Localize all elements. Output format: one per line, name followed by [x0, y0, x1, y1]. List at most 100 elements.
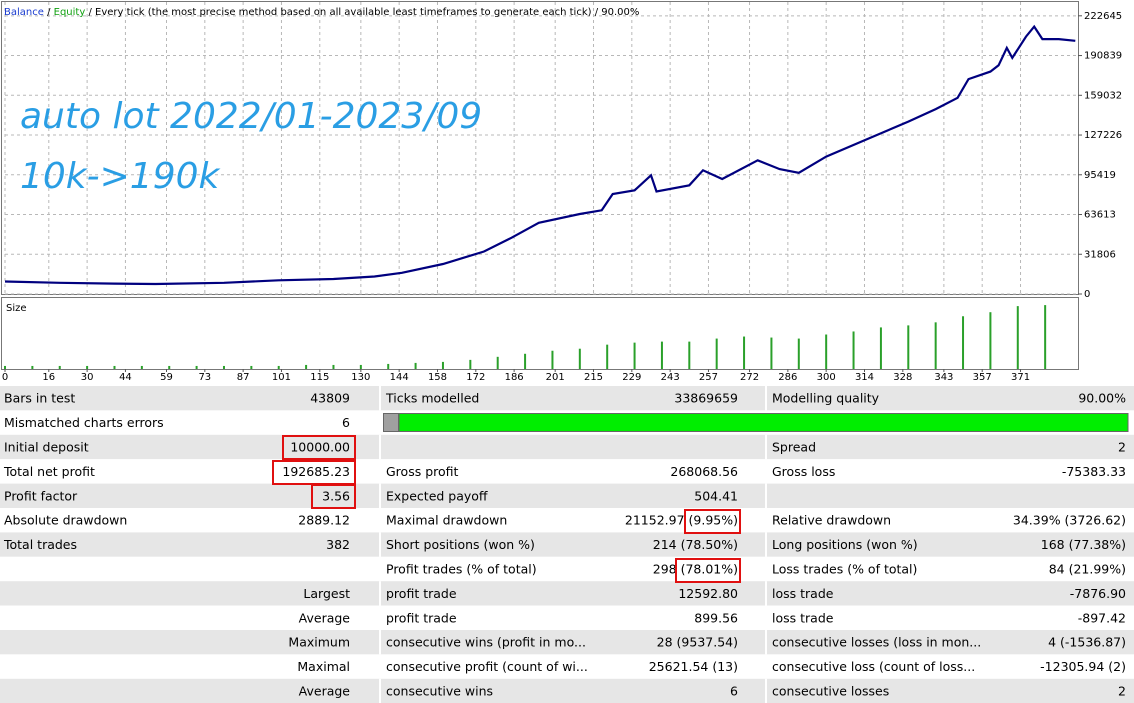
size-bar	[168, 365, 171, 369]
x-tick-label: 272	[740, 372, 759, 383]
highlight-box	[675, 558, 741, 583]
table-cell: 899.56	[694, 610, 738, 625]
table-cell: 3.56	[322, 488, 350, 503]
y-tick-label: 159032	[1084, 90, 1122, 101]
table-row	[0, 459, 1134, 484]
y-tick-label: 95419	[1084, 170, 1116, 181]
table-cell: consecutive wins	[386, 684, 493, 699]
separator: /	[47, 7, 54, 18]
x-tick-label: 130	[351, 372, 370, 383]
size-bar	[414, 362, 417, 369]
x-tick-label: 87	[237, 372, 250, 383]
table-cell: 298 (78.01%)	[653, 562, 738, 577]
x-tick-label: 158	[428, 372, 447, 383]
x-tick-label: 243	[661, 372, 680, 383]
x-tick-label: 328	[893, 372, 912, 383]
table-cell: Maximal	[297, 659, 350, 674]
x-tick-label: 101	[272, 372, 291, 383]
size-bar	[1016, 306, 1019, 369]
table-cell: 10000.00	[290, 440, 350, 455]
table-cell: loss trade	[772, 610, 834, 625]
size-bar	[989, 312, 992, 369]
size-bar	[222, 365, 225, 369]
table-row	[0, 556, 1134, 582]
table-cell: Gross profit	[386, 464, 459, 479]
x-tick-label: 229	[622, 372, 641, 383]
table-cell: 28 (9537.54)	[657, 635, 738, 650]
size-label: Size	[6, 303, 27, 314]
x-tick-label: 0	[2, 372, 8, 383]
table-cell: 84 (21.99%)	[1049, 562, 1126, 577]
table-cell: -75383.33	[1062, 464, 1126, 479]
size-bar	[496, 356, 499, 369]
x-tick-label: 314	[855, 372, 874, 383]
table-cell: 33869659	[674, 391, 738, 406]
size-bar	[660, 341, 663, 369]
annotation: 10k->190k	[20, 156, 222, 197]
size-bar	[441, 361, 444, 369]
legend-balance: Balance	[4, 7, 44, 18]
x-tick-label: 16	[42, 372, 55, 383]
size-bar	[4, 365, 6, 369]
size-bar	[31, 365, 34, 369]
x-tick-label: 286	[778, 372, 797, 383]
size-bar	[907, 325, 910, 369]
plot-layer: 0 31806 63613 95419 127226 159032 190839 222645…	[2, 2, 1122, 383]
x-tick-label: 215	[584, 372, 603, 383]
x-tick-label: 371	[1011, 372, 1030, 383]
separator: /	[595, 7, 602, 18]
size-bar	[58, 365, 61, 369]
y-tick-label: 0	[1084, 289, 1090, 300]
size-bar	[277, 365, 280, 369]
size-bar	[770, 337, 773, 369]
size-bar	[852, 331, 855, 369]
balance-line	[4, 24, 1076, 286]
highlight-boxes	[272, 435, 741, 583]
table-cell: -897.42	[1078, 610, 1126, 625]
table-cell: 6	[342, 415, 350, 430]
table-cell: consecutive losses	[772, 684, 889, 699]
separator: /	[88, 7, 95, 18]
size-bar	[359, 364, 362, 369]
x-tick-label: 186	[505, 372, 524, 383]
table-cell: 504.41	[694, 488, 738, 503]
table-cell: Profit factor	[4, 488, 78, 503]
table-cell: Long positions (won %)	[772, 537, 918, 552]
size-bar	[797, 338, 800, 369]
table-cell: Total net profit	[3, 464, 95, 479]
x-tick-label: 44	[119, 372, 132, 383]
table-cell: profit trade	[386, 586, 457, 601]
table-cell: 6	[730, 684, 738, 699]
table-row	[0, 483, 1134, 508]
annotation: auto lot 2022/01-2023/09	[20, 96, 482, 137]
size-bar	[715, 338, 718, 369]
table-cell: Maximal drawdown	[386, 513, 507, 528]
x-tick-label: 201	[546, 372, 565, 383]
table-cell: 168 (77.38%)	[1041, 537, 1126, 552]
size-bar	[688, 341, 691, 369]
table-cell: consecutive wins (profit in mo...	[386, 635, 586, 650]
table-cell: Loss trades (% of total)	[772, 562, 917, 577]
x-tick-label: 343	[934, 372, 953, 383]
table-cell: 268068.56	[670, 464, 738, 479]
x-tick-label: 59	[160, 372, 173, 383]
size-bar	[332, 364, 335, 369]
table-cell: consecutive loss (count of loss...	[772, 659, 975, 674]
quality-bar-gray	[383, 413, 399, 432]
legend-equity: Equity	[54, 7, 86, 18]
table-cell: 25621.54 (13)	[649, 659, 738, 674]
table-row	[0, 654, 1134, 679]
table-cell: -7876.90	[1070, 586, 1126, 601]
table-cell: Spread	[772, 440, 816, 455]
table-cell: Average	[299, 610, 351, 625]
table-cell: Maximum	[288, 635, 350, 650]
table-cell: 12592.80	[678, 586, 738, 601]
y-tick-label: 190839	[1084, 51, 1122, 62]
header-quality: 90.00%	[601, 7, 639, 18]
table-cell: Modelling quality	[772, 391, 880, 406]
table-cell: Absolute drawdown	[4, 513, 127, 528]
size-bar	[551, 350, 554, 369]
size-bar	[140, 365, 143, 369]
